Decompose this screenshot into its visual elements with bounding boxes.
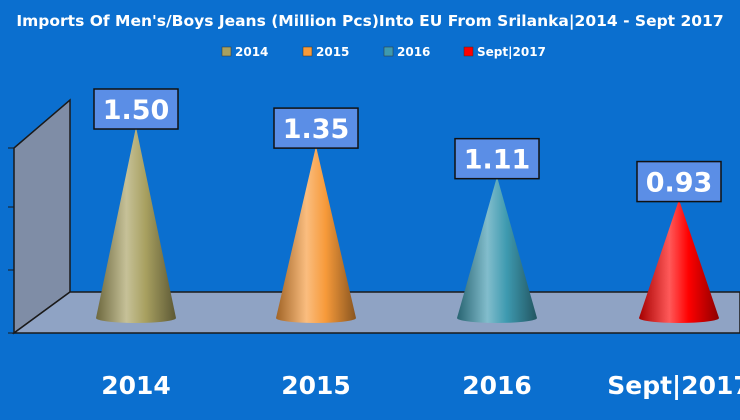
axis-ticks (8, 147, 14, 334)
data-label-text: 1.11 (464, 145, 531, 176)
data-label: 0.93 (636, 160, 722, 203)
plot-area: 1.50 1.35 1.11 0.93 (93, 88, 722, 323)
legend-swatch (463, 46, 474, 57)
data-label-text: 0.93 (646, 168, 713, 199)
legend-item: 2016 (383, 45, 430, 59)
cone-shape (96, 127, 176, 323)
data-label-box (93, 88, 179, 130)
floor (11, 291, 740, 334)
cone-shape (276, 146, 356, 323)
legend-swatch (383, 46, 394, 57)
legend-item: 2014 (221, 45, 268, 59)
data-label-text: 1.35 (283, 114, 350, 145)
cone-bar (96, 127, 176, 323)
data-label: 1.11 (454, 137, 540, 180)
category-label: Sept|2017 (607, 371, 740, 400)
cone-bar (276, 146, 356, 323)
category-axis: 2014 2015 2016 Sept|2017 (101, 371, 740, 400)
cone-shape (639, 199, 719, 323)
legend-label: 2014 (235, 45, 268, 59)
category-label: 2014 (101, 371, 171, 400)
data-label-box (636, 160, 722, 203)
data-label-box (454, 137, 540, 180)
legend-label: Sept|2017 (477, 45, 546, 59)
legend-swatch (302, 46, 313, 57)
cone-bar (639, 199, 719, 323)
legend-swatch (221, 46, 232, 57)
data-label: 1.50 (93, 88, 179, 130)
cone-shape (457, 176, 537, 323)
category-label: 2016 (462, 371, 532, 400)
data-label-box (273, 107, 359, 149)
legend-item: Sept|2017 (463, 45, 546, 59)
legend-label: 2016 (397, 45, 430, 59)
legend-item: 2015 (302, 45, 349, 59)
legend: 2014 2015 2016 Sept|2017 (221, 45, 546, 59)
cone-bar (457, 176, 537, 323)
data-label-text: 1.50 (103, 95, 170, 126)
data-label: 1.35 (273, 107, 359, 149)
chart-title: Imports Of Men's/Boys Jeans (Million Pcs… (16, 12, 723, 31)
legend-label: 2015 (316, 45, 349, 59)
category-label: 2015 (281, 371, 351, 400)
